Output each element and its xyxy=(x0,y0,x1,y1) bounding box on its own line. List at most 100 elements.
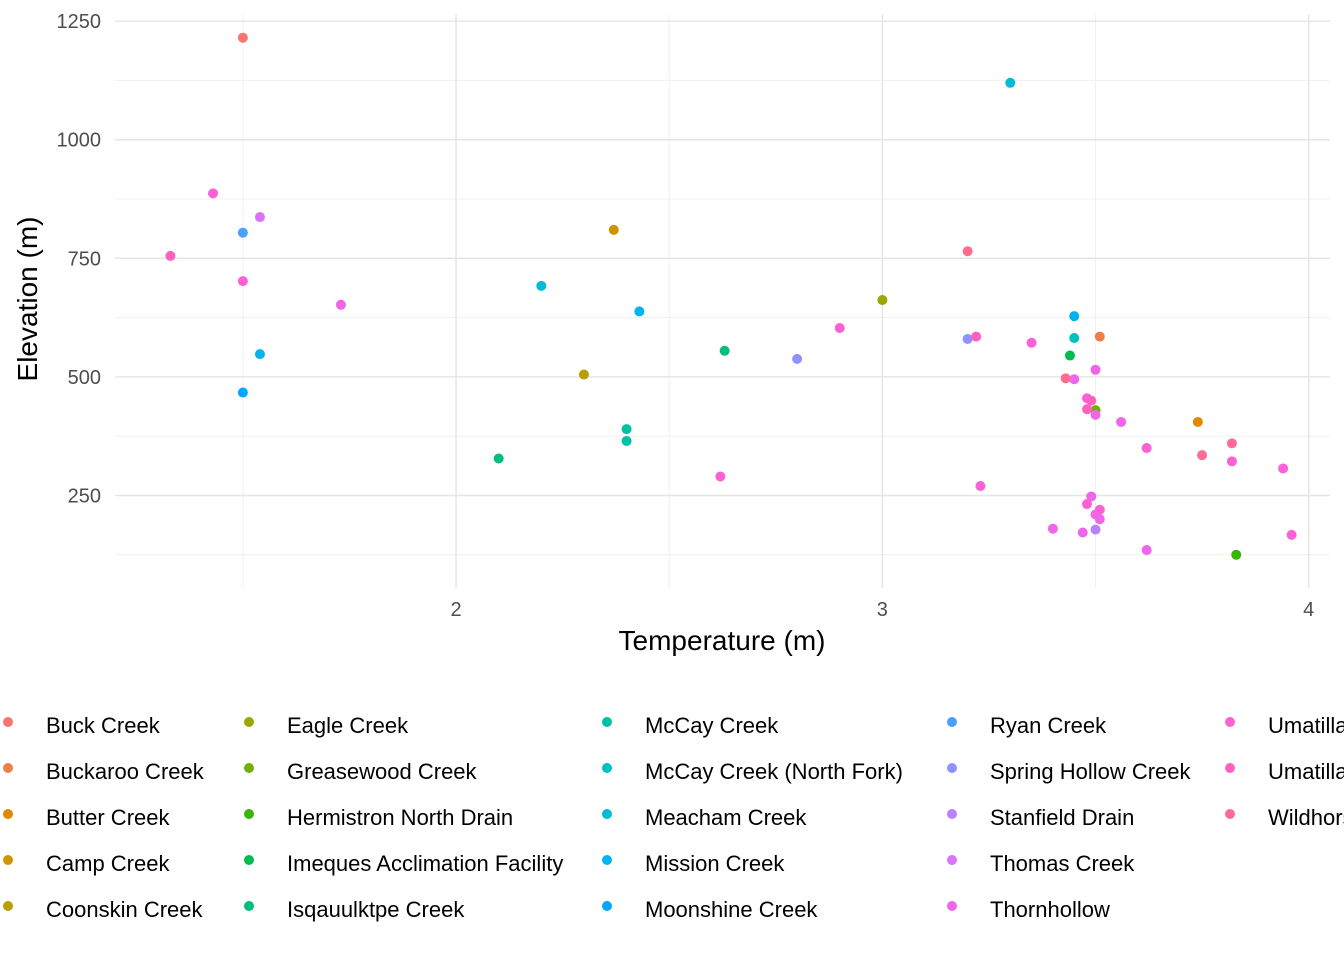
legend-label: Umatilla xyxy=(1268,713,1344,738)
legend-label: Coonskin Creek xyxy=(46,897,204,922)
data-point xyxy=(1090,364,1101,375)
legend-key xyxy=(1225,763,1235,773)
legend-key xyxy=(1225,809,1235,819)
legend-label: Umatilla xyxy=(1268,759,1344,784)
data-point xyxy=(1086,395,1097,406)
legend-key xyxy=(602,901,612,911)
data-point xyxy=(1005,77,1016,88)
data-point xyxy=(1060,373,1071,384)
legend-label: Isqauulktpe Creek xyxy=(287,897,465,922)
data-point xyxy=(1090,524,1101,535)
data-point xyxy=(1047,523,1058,534)
data-point xyxy=(1069,311,1080,322)
data-point xyxy=(971,331,982,342)
legend: Buck Creek Buckaroo Creek Butter Creek Camp… xyxy=(3,713,1344,922)
data-point xyxy=(335,299,346,310)
legend-key xyxy=(947,855,957,865)
data-point xyxy=(208,188,219,199)
data-point xyxy=(1141,443,1152,454)
data-point xyxy=(962,333,973,344)
x-axis-title: Temperature (m) xyxy=(619,625,826,656)
data-point xyxy=(621,435,632,446)
legend-label: Thomas Creek xyxy=(990,851,1135,876)
y-tick-label: 1250 xyxy=(57,11,102,33)
data-point xyxy=(1197,450,1208,461)
y-tick-label: 750 xyxy=(68,248,101,270)
y-tick-label: 1000 xyxy=(57,130,102,152)
legend-label: Imeques Acclimation Facility xyxy=(287,851,563,876)
legend-label: Meacham Creek xyxy=(645,805,807,830)
data-point xyxy=(1286,529,1297,540)
legend-key xyxy=(3,763,13,773)
data-point xyxy=(536,280,547,291)
data-point xyxy=(608,224,619,235)
data-point xyxy=(715,471,726,482)
legend-label: Thornhollow xyxy=(990,897,1110,922)
data-point xyxy=(1141,545,1152,556)
legend-label: Eagle Creek xyxy=(287,713,409,738)
data-point xyxy=(1278,463,1289,474)
legend-key xyxy=(3,717,13,727)
legend-key xyxy=(947,809,957,819)
data-point xyxy=(1192,416,1203,427)
legend-label: Hermistron North Drain xyxy=(287,805,513,830)
data-point xyxy=(834,323,845,334)
data-point xyxy=(1026,337,1037,348)
x-tick-label: 4 xyxy=(1303,599,1314,621)
legend-key xyxy=(602,855,612,865)
data-point xyxy=(719,345,730,356)
data-point xyxy=(621,424,632,435)
data-point xyxy=(634,306,645,317)
data-point xyxy=(1094,504,1105,515)
x-tick-label: 2 xyxy=(450,599,461,621)
data-points xyxy=(165,32,1297,560)
data-point xyxy=(578,369,589,380)
legend-key xyxy=(244,763,254,773)
data-point xyxy=(254,212,265,223)
legend-label: McCay Creek xyxy=(645,713,779,738)
data-point xyxy=(962,246,973,257)
data-point xyxy=(1077,527,1088,538)
legend-label: Butter Creek xyxy=(46,805,170,830)
legend-key xyxy=(244,809,254,819)
legend-label: Camp Creek xyxy=(46,851,170,876)
legend-label: Greasewood Creek xyxy=(287,759,478,784)
legend-key xyxy=(947,901,957,911)
data-point xyxy=(1086,491,1097,502)
y-tick-label: 500 xyxy=(68,367,101,389)
data-point xyxy=(792,353,803,364)
legend-key xyxy=(602,809,612,819)
data-point xyxy=(1064,350,1075,361)
legend-key xyxy=(602,717,612,727)
legend-key xyxy=(3,809,13,819)
legend-key xyxy=(244,901,254,911)
data-point xyxy=(1090,409,1101,420)
legend-key xyxy=(1225,717,1235,727)
y-axis-ticks: 250 500 750 1000 1250 xyxy=(57,11,102,507)
data-point xyxy=(1226,456,1237,467)
data-point xyxy=(1069,333,1080,344)
legend-key xyxy=(244,717,254,727)
legend-key xyxy=(3,855,13,865)
legend-label: Spring Hollow Creek xyxy=(990,759,1192,784)
data-point xyxy=(1094,331,1105,342)
data-point xyxy=(1231,549,1242,560)
data-point xyxy=(493,453,504,464)
grid-major xyxy=(115,14,1330,588)
data-point xyxy=(1069,374,1080,385)
data-point xyxy=(1226,438,1237,449)
legend-label: Moonshine Creek xyxy=(645,897,818,922)
legend-label: McCay Creek (North Fork) xyxy=(645,759,903,784)
data-point xyxy=(254,349,265,360)
legend-label: Ryan Creek xyxy=(990,713,1107,738)
legend-label: Buck Creek xyxy=(46,713,161,738)
x-axis-ticks: 2 3 4 xyxy=(450,599,1314,621)
data-point xyxy=(237,32,248,43)
data-point xyxy=(165,250,176,261)
data-point xyxy=(237,227,248,238)
y-tick-label: 250 xyxy=(68,485,101,507)
legend-key xyxy=(947,717,957,727)
data-point xyxy=(1082,404,1092,415)
legend-key xyxy=(244,855,254,865)
